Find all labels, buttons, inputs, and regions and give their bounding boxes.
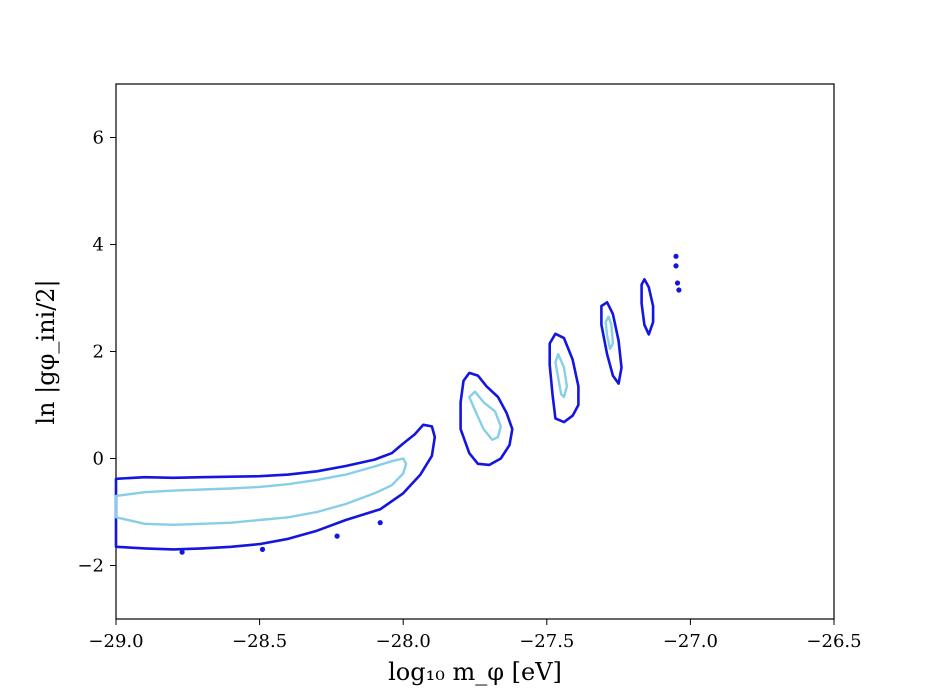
inner-contour-0	[114, 457, 408, 526]
contour-point-2	[674, 280, 681, 286]
x-axis-ticks: −29.0 −28.5 −28.0 −27.5 −27.0 −26.5	[88, 619, 862, 652]
x-tick-label: −26.5	[806, 631, 861, 652]
inner-contour-3	[604, 315, 615, 350]
contour-point-6	[334, 533, 340, 539]
x-tick-label: −28.0	[376, 631, 431, 652]
outer-contour-1	[459, 371, 514, 467]
contour-point-3	[676, 287, 682, 293]
contour-point-4	[179, 549, 185, 555]
outer-contour-4	[640, 277, 655, 336]
y-axis-ticks: −2 0 2 4 6	[77, 128, 116, 577]
inner-contour-1	[468, 390, 502, 441]
x-tick-label: −27.5	[519, 631, 574, 652]
contour-layer	[114, 253, 682, 555]
x-axis-label: log₁₀ m_φ [eV]	[388, 658, 562, 686]
outer-contour-0	[114, 423, 437, 551]
y-axis-label: ln |gφ_ini/2|	[32, 279, 61, 424]
contour-point-7	[377, 520, 383, 526]
y-tick-label: 6	[93, 128, 104, 149]
y-tick-label: 4	[93, 235, 104, 256]
x-tick-label: −28.5	[232, 631, 287, 652]
x-tick-label: −29.0	[88, 631, 143, 652]
contour-point-5	[259, 546, 266, 553]
x-tick-label: −27.0	[663, 631, 718, 652]
y-tick-label: 0	[93, 449, 104, 470]
y-tick-label: −2	[77, 556, 104, 577]
outer-contour-2	[548, 332, 580, 424]
contour-point-1	[673, 263, 679, 269]
plot-frame	[115, 83, 835, 620]
contour-point-0	[673, 253, 679, 259]
outer-contour-3	[600, 300, 623, 385]
inner-contour-2	[554, 353, 569, 399]
y-tick-label: 2	[93, 342, 104, 363]
